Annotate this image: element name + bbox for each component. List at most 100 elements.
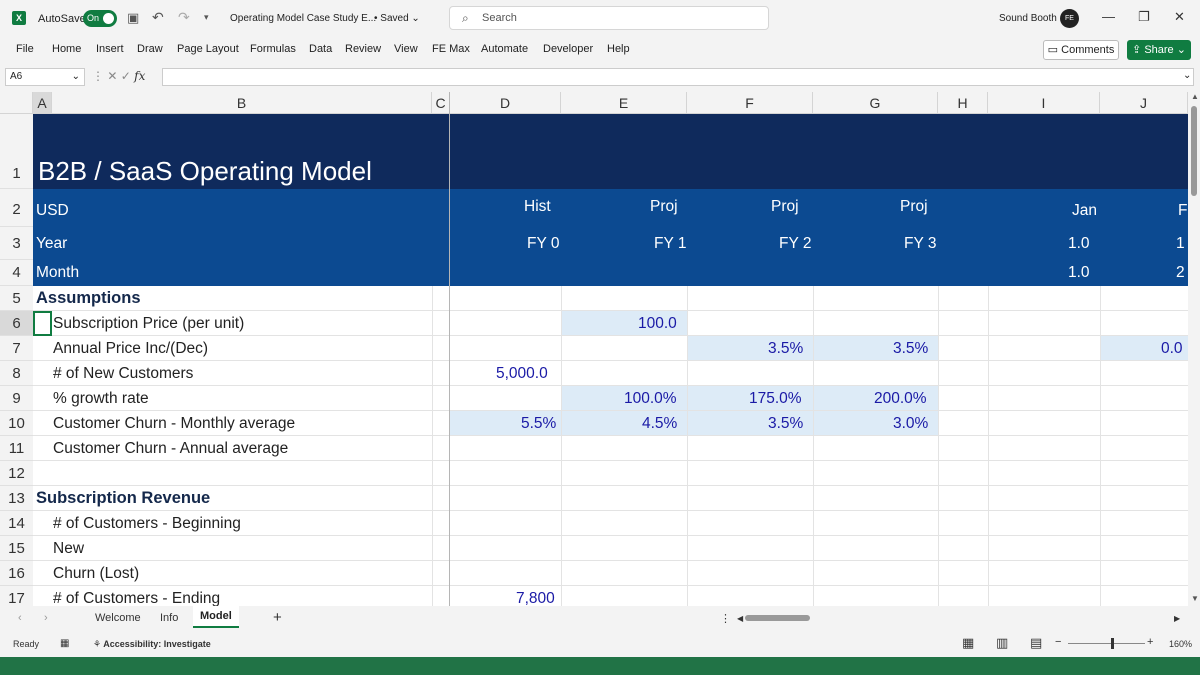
cell-b9[interactable]: % growth rate [53, 390, 149, 407]
redo-icon[interactable]: ↷ [178, 9, 190, 25]
scroll-left-icon[interactable]: ◀ [737, 614, 744, 623]
prev-sheet-icon[interactable]: ‹ [18, 612, 22, 624]
formula-input[interactable] [162, 68, 1194, 86]
menu-draw[interactable]: Draw [137, 43, 163, 55]
row-header[interactable]: 7 [0, 336, 33, 361]
saved-status[interactable]: • Saved ⌄ [374, 13, 420, 24]
cell-b6[interactable]: Subscription Price (per unit) [53, 315, 245, 332]
select-all-corner[interactable] [0, 92, 33, 114]
cancel-icon[interactable]: ✕ [107, 69, 118, 83]
cell-e2[interactable]: Proj [650, 198, 678, 215]
cell-i2[interactable]: Jan [1072, 202, 1097, 219]
document-title[interactable]: Operating Model Case Study E... [230, 13, 377, 24]
cell-f9[interactable]: 175.0% [749, 390, 802, 407]
spreadsheet-grid[interactable]: A B C D E F G H I J 1 2 3 4 5 6 7 8 9 10… [0, 92, 1200, 606]
cell-j4[interactable]: 2 [1176, 264, 1185, 281]
cell-i4[interactable]: 1.0 [1068, 264, 1090, 281]
row-header[interactable]: 4 [0, 260, 33, 286]
tab-split-handle[interactable]: ⋮ [720, 613, 731, 625]
zoom-slider-thumb[interactable] [1111, 638, 1114, 649]
enter-icon[interactable]: ✓ [120, 69, 131, 83]
cell-e3[interactable]: FY 1 [654, 235, 687, 252]
page-break-view-icon[interactable]: ▤ [1030, 635, 1043, 650]
cell-b2[interactable]: USD [36, 202, 69, 219]
cell-b14[interactable]: # of Customers - Beginning [53, 515, 241, 532]
cell-f2[interactable]: Proj [771, 198, 799, 215]
undo-icon[interactable]: ↶ [152, 9, 164, 25]
zoom-out-icon[interactable]: − [1055, 636, 1062, 648]
column-header-f[interactable]: F [687, 92, 813, 114]
menu-formulas[interactable]: Formulas [250, 43, 296, 55]
model-title[interactable]: B2B / SaaS Operating Model [38, 156, 372, 186]
cell-d2[interactable]: Hist [524, 198, 551, 215]
zoom-level[interactable]: 160% [1169, 639, 1193, 649]
row-header[interactable]: 10 [0, 411, 33, 436]
column-header-h[interactable]: H [938, 92, 988, 114]
comments-button[interactable]: ▭ Comments [1043, 40, 1119, 60]
row-header[interactable]: 8 [0, 361, 33, 386]
cell-b4[interactable]: Month [36, 264, 80, 281]
cell-d10[interactable]: 5.5% [521, 415, 557, 432]
column-header-i[interactable]: I [988, 92, 1100, 114]
column-header-d[interactable]: D [450, 92, 561, 114]
menu-data[interactable]: Data [309, 43, 333, 55]
add-sheet-button[interactable]: + [273, 609, 282, 626]
row-header[interactable]: 2 [0, 189, 33, 227]
menu-fe-max[interactable]: FE Max [432, 43, 470, 55]
scroll-right-icon[interactable]: ▶ [1174, 614, 1181, 623]
cell-f7[interactable]: 3.5% [768, 340, 804, 357]
cell-j3[interactable]: 1 [1176, 235, 1185, 252]
menu-home[interactable]: Home [52, 43, 82, 55]
row-header[interactable]: 14 [0, 511, 33, 536]
menu-automate[interactable]: Automate [481, 43, 529, 55]
macro-record-icon[interactable]: ▦ [60, 638, 70, 649]
row-header[interactable]: 13 [0, 486, 33, 511]
menu-insert[interactable]: Insert [96, 43, 124, 55]
menu-file[interactable]: File [16, 43, 34, 55]
zoom-in-icon[interactable]: + [1147, 636, 1154, 648]
page-layout-view-icon[interactable]: ▥ [996, 635, 1009, 650]
menu-view[interactable]: View [394, 43, 418, 55]
column-header-g[interactable]: G [813, 92, 938, 114]
vertical-scrollbar[interactable]: ▲ ▼ [1188, 92, 1200, 606]
cell-e9[interactable]: 100.0% [624, 390, 677, 407]
cell-b8[interactable]: # of New Customers [53, 365, 194, 382]
scroll-up-icon[interactable]: ▲ [1191, 92, 1199, 101]
tab-model[interactable]: Model [193, 606, 239, 628]
horizontal-scroll-thumb[interactable] [745, 615, 810, 621]
cell-i3[interactable]: 1.0 [1068, 235, 1090, 252]
row-header[interactable]: 5 [0, 286, 33, 311]
column-header-j[interactable]: J [1100, 92, 1188, 114]
cell-e6[interactable]: 100.0 [638, 315, 677, 332]
cell-b3[interactable]: Year [36, 235, 68, 252]
expand-formula-bar-icon[interactable]: ⌄ [1183, 70, 1192, 81]
menu-help[interactable]: Help [607, 43, 630, 55]
share-button[interactable]: ⇪ Share ⌄ [1127, 40, 1191, 60]
normal-view-icon[interactable]: ▦ [962, 635, 975, 650]
avatar[interactable]: FE [1060, 9, 1079, 28]
cell-b15[interactable]: New [53, 540, 85, 557]
zoom-slider[interactable] [1068, 643, 1145, 644]
cell-j7[interactable]: 0.0 [1161, 340, 1183, 357]
menu-page-layout[interactable]: Page Layout [177, 43, 239, 55]
scroll-down-icon[interactable]: ▼ [1191, 594, 1199, 603]
scroll-thumb[interactable] [1191, 106, 1197, 196]
cell-g2[interactable]: Proj [900, 198, 928, 215]
customize-toolbar-icon[interactable]: ▾ [204, 12, 209, 22]
menu-review[interactable]: Review [345, 43, 382, 55]
cell-f10[interactable]: 3.5% [768, 415, 804, 432]
cell-g7[interactable]: 3.5% [893, 340, 929, 357]
cell-g9[interactable]: 200.0% [874, 390, 927, 407]
tab-welcome[interactable]: Welcome [95, 612, 141, 624]
fx-icon[interactable]: fx [134, 69, 146, 83]
cell-d8[interactable]: 5,000.0 [496, 365, 548, 382]
row-header[interactable]: 11 [0, 436, 33, 461]
name-box[interactable]: A6 ⌄ [5, 68, 85, 86]
autosave-toggle[interactable]: On [83, 10, 117, 27]
section-subscription-revenue[interactable]: Subscription Revenue [36, 489, 211, 507]
section-assumptions[interactable]: Assumptions [36, 289, 141, 307]
menu-developer[interactable]: Developer [543, 43, 594, 55]
row-header[interactable]: 6 [0, 311, 33, 336]
accessibility-status[interactable]: ⚘ Accessibility: Investigate [93, 639, 211, 650]
tab-info[interactable]: Info [160, 612, 179, 624]
